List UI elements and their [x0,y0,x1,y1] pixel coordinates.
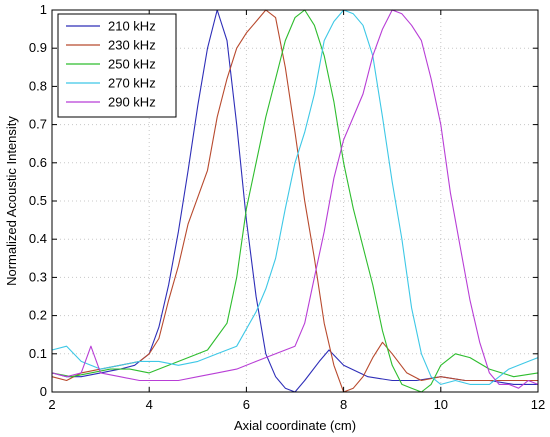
y-tick-label: 0.8 [29,78,47,93]
y-tick-label: 0.4 [29,231,47,246]
y-tick-label: 0 [40,384,47,399]
series-line-270-khz [51,9,539,385]
y-tick-label: 0.3 [29,269,47,284]
legend-label: 230 kHz [108,38,156,53]
series-lines [51,9,539,393]
legend-label: 250 kHz [108,57,156,72]
x-tick-label: 10 [434,397,448,412]
legend: 210 kHz 230 kHz 250 kHz 270 kHz 290 kHz [57,13,177,118]
y-tick-label: 0.2 [29,308,47,323]
y-tick-label: 0.1 [29,346,47,361]
y-tick-label: 0.6 [29,155,47,170]
x-axis-title: Axial coordinate (cm) [234,418,356,433]
y-tick-label: 0.5 [29,193,47,208]
x-tick-label: 2 [48,397,55,412]
x-tick-label: 8 [340,397,347,412]
ticks: 2 4 6 8 10 12 0 0.1 0.2 0.3 0.4 0.5 0.6 0.7 0.8 0.9 1 [29,2,545,412]
legend-label: 210 kHz [108,19,156,34]
x-tick-label: 12 [531,397,545,412]
legend-label: 270 kHz [108,76,156,91]
x-tick-label: 4 [146,397,153,412]
y-tick-label: 1 [40,2,47,17]
series-line-290-khz [51,9,539,389]
series-line-230-khz [51,9,538,393]
y-axis-title: Normalized Acoustic Intensity [4,116,19,286]
y-tick-label: 0.7 [29,117,47,132]
legend-label: 290 kHz [108,95,156,110]
x-tick-label: 6 [243,397,250,412]
series-line-250-khz [51,9,539,393]
legend-box [57,13,177,118]
y-tick-label: 0.9 [29,40,47,55]
